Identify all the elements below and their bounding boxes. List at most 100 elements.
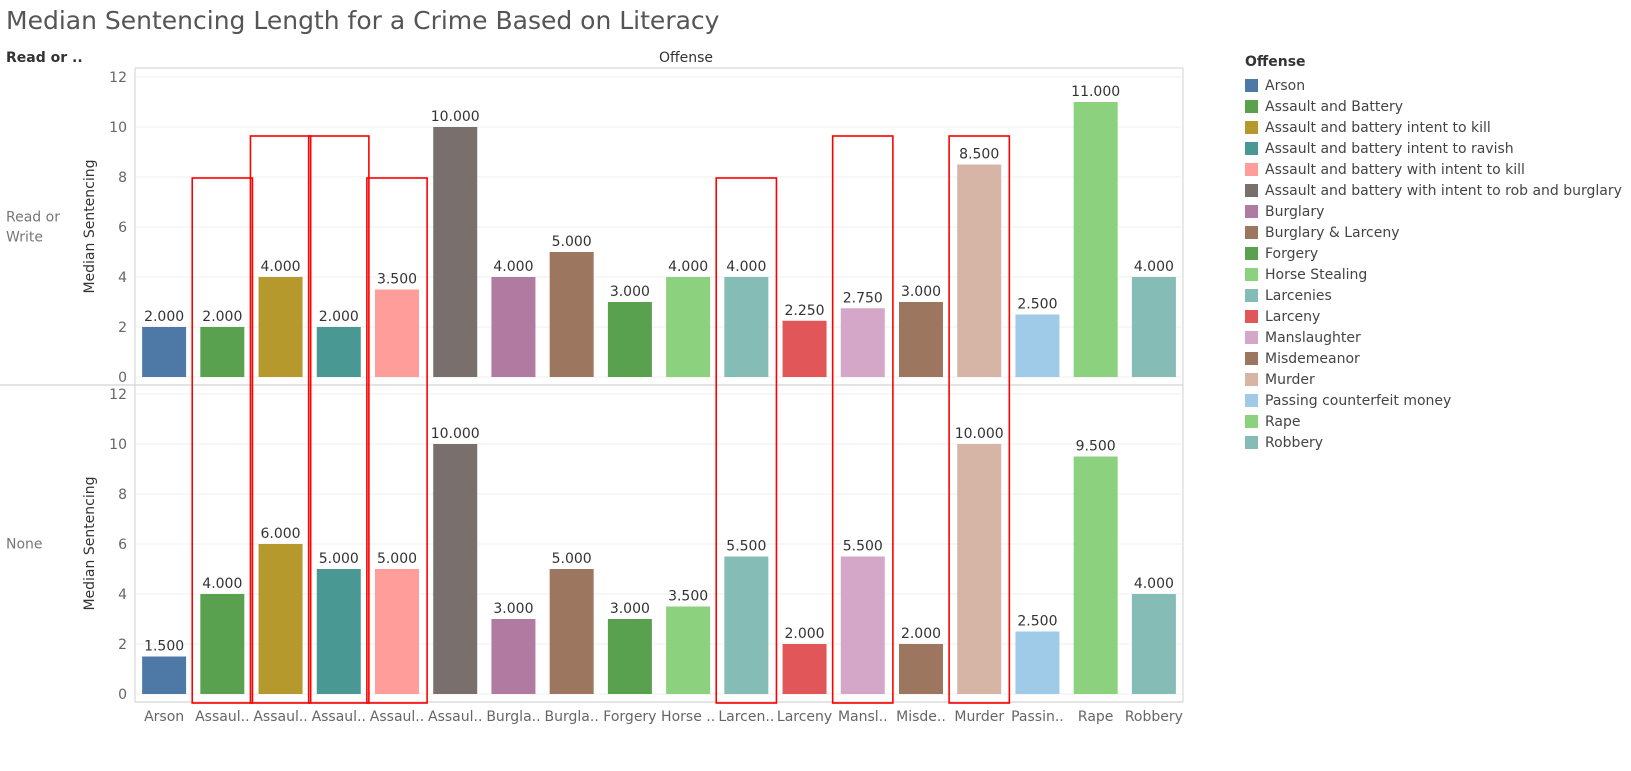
x-tick-label: Robbery	[1125, 709, 1183, 725]
y-tick-label: 6	[118, 537, 127, 553]
y-tick-label: 0	[118, 370, 127, 386]
bar[interactable]	[1131, 277, 1176, 377]
legend-item[interactable]: Forgery	[1245, 243, 1622, 264]
highlight-box	[831, 135, 894, 704]
bar[interactable]	[666, 277, 711, 377]
legend-label: Arson	[1265, 77, 1306, 94]
legend-item[interactable]: Manslaughter	[1245, 327, 1622, 348]
data-label: 3.500	[668, 589, 708, 605]
legend-item[interactable]: Passing counterfeit money	[1245, 390, 1622, 411]
data-label: 5.500	[726, 539, 766, 555]
legend-item[interactable]: Rape	[1245, 411, 1622, 432]
bar[interactable]	[1131, 594, 1176, 694]
bar[interactable]	[316, 569, 361, 694]
legend-swatch	[1245, 289, 1258, 302]
bar[interactable]	[724, 277, 769, 377]
bar[interactable]	[316, 327, 361, 377]
bar[interactable]	[142, 327, 187, 377]
bar[interactable]	[375, 569, 419, 694]
data-label: 2.750	[843, 290, 883, 306]
legend-item[interactable]: Horse Stealing	[1245, 264, 1622, 285]
legend-swatch	[1245, 331, 1258, 344]
bar[interactable]	[782, 644, 827, 694]
bar[interactable]	[491, 619, 536, 694]
bar[interactable]	[607, 619, 652, 694]
legend-label: Assault and battery with intent to kill	[1265, 161, 1525, 178]
bar[interactable]	[549, 569, 594, 694]
bar[interactable]	[200, 594, 245, 694]
highlight-box	[948, 135, 1011, 704]
bar[interactable]	[258, 277, 303, 377]
legend-swatch	[1245, 352, 1258, 365]
legend-item[interactable]: Burglary & Larceny	[1245, 222, 1622, 243]
legend-swatch	[1245, 184, 1258, 197]
row-header[interactable]: None	[6, 537, 43, 553]
x-tick-label: Misde..	[896, 709, 946, 725]
column-field-header[interactable]: Offense	[659, 50, 713, 66]
row-field-header[interactable]: Read or ..	[6, 50, 83, 66]
legend-item[interactable]: Assault and battery intent to ravish	[1245, 138, 1622, 159]
x-tick-label: Assaul..	[428, 709, 482, 725]
bar[interactable]	[840, 308, 885, 377]
data-label: 4.000	[1134, 576, 1174, 592]
data-label: 2.000	[319, 309, 359, 325]
legend-item[interactable]: Larceny	[1245, 306, 1622, 327]
legend-item[interactable]: Assault and battery intent to kill	[1245, 117, 1622, 138]
legend-item[interactable]: Misdemeanor	[1245, 348, 1622, 369]
bar[interactable]	[957, 164, 1002, 378]
legend-item[interactable]: Assault and battery with intent to rob a…	[1245, 180, 1622, 201]
bar[interactable]	[840, 556, 885, 695]
legend-swatch	[1245, 268, 1258, 281]
y-tick-label: 8	[118, 487, 127, 503]
legend-swatch	[1245, 79, 1258, 92]
x-tick-label: Assaul..	[312, 709, 366, 725]
bar[interactable]	[899, 302, 943, 377]
legend-label: Passing counterfeit money	[1265, 392, 1452, 409]
bar[interactable]	[782, 320, 827, 377]
legend-label: Robbery	[1265, 434, 1324, 451]
data-label: 3.000	[610, 284, 650, 300]
legend-item[interactable]: Larcenies	[1245, 285, 1622, 306]
bar[interactable]	[491, 277, 536, 377]
x-tick-label: Assaul..	[253, 709, 307, 725]
highlight-box	[249, 135, 312, 704]
x-tick-label: Larcen..	[718, 709, 774, 725]
legend-item[interactable]: Robbery	[1245, 432, 1622, 453]
bar[interactable]	[1073, 456, 1118, 695]
x-tick-label: Murder	[954, 709, 1004, 725]
y-axis-label: Median Sentencing	[82, 159, 98, 293]
bar[interactable]	[1073, 102, 1118, 377]
legend-item[interactable]: Arson	[1245, 75, 1622, 96]
data-label: 5.000	[552, 234, 592, 250]
x-tick-label: Forgery	[603, 709, 656, 725]
x-tick-label: Passin..	[1011, 709, 1064, 725]
data-label: 10.000	[431, 426, 480, 442]
legend-label: Misdemeanor	[1265, 350, 1360, 367]
bar[interactable]	[1015, 314, 1060, 378]
bar[interactable]	[258, 544, 303, 694]
y-tick-label: 10	[109, 437, 127, 453]
bar[interactable]	[433, 127, 478, 377]
legend-item[interactable]: Assault and battery with intent to kill	[1245, 159, 1622, 180]
bar[interactable]	[200, 327, 245, 377]
bar[interactable]	[142, 656, 187, 695]
data-label: 9.500	[1076, 439, 1116, 455]
bar[interactable]	[957, 444, 1002, 694]
x-tick-label: Burgla..	[545, 709, 599, 725]
row-header[interactable]: Read or Write	[6, 210, 60, 246]
data-label: 2.500	[1017, 297, 1057, 313]
bar[interactable]	[607, 302, 652, 377]
legend-label: Rape	[1265, 413, 1301, 430]
bar[interactable]	[1015, 631, 1060, 695]
legend-item[interactable]: Burglary	[1245, 201, 1622, 222]
bar[interactable]	[433, 444, 478, 694]
bar[interactable]	[666, 606, 711, 695]
bar[interactable]	[724, 556, 769, 695]
legend-item[interactable]: Murder	[1245, 369, 1622, 390]
legend-label: Assault and battery intent to kill	[1265, 119, 1491, 136]
bar[interactable]	[375, 289, 419, 378]
data-label: 3.000	[610, 601, 650, 617]
bar[interactable]	[899, 644, 943, 694]
legend-item[interactable]: Assault and Battery	[1245, 96, 1622, 117]
bar[interactable]	[549, 252, 594, 377]
